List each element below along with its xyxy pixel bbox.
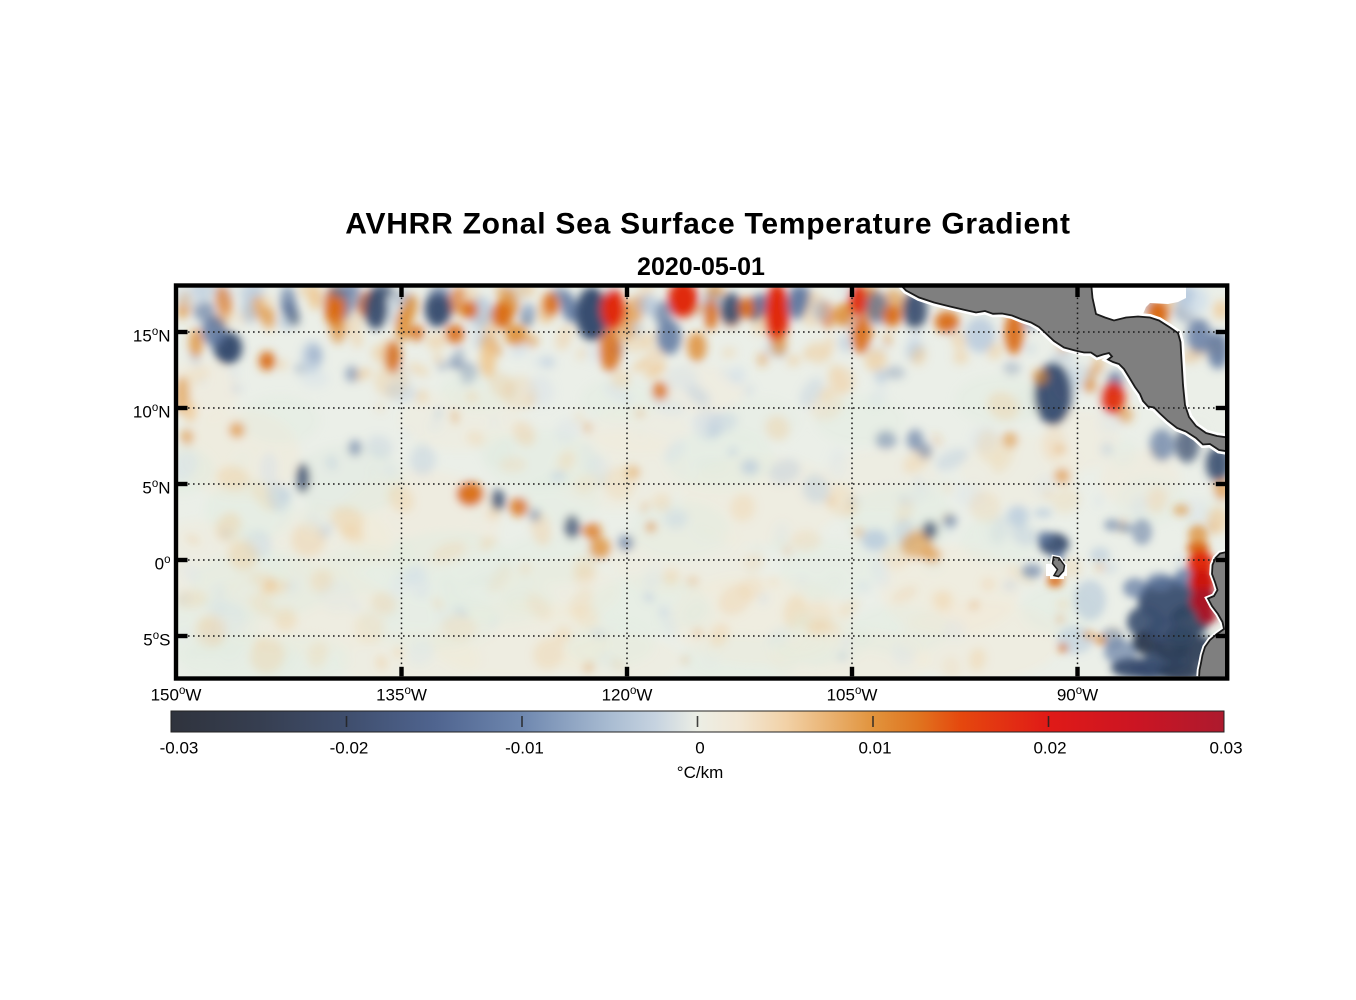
- svg-text:2020-05-01: 2020-05-01: [637, 253, 765, 281]
- svg-text:5oS: 5oS: [143, 630, 170, 650]
- svg-text:135oW: 135oW: [376, 685, 427, 705]
- svg-text:150oW: 150oW: [151, 685, 202, 705]
- svg-text:90oW: 90oW: [1057, 685, 1098, 705]
- svg-text:-0.02: -0.02: [330, 739, 369, 758]
- svg-text:AVHRR Zonal Sea Surface Temper: AVHRR Zonal Sea Surface Temperature Grad…: [345, 208, 1070, 241]
- svg-text:0.02: 0.02: [1033, 739, 1066, 758]
- svg-text:°C/km: °C/km: [677, 763, 723, 782]
- svg-text:120oW: 120oW: [602, 685, 653, 705]
- svg-text:-0.01: -0.01: [505, 739, 544, 758]
- svg-text:0o: 0o: [155, 554, 171, 574]
- svg-text:15oN: 15oN: [133, 326, 171, 346]
- svg-text:5oN: 5oN: [142, 478, 170, 498]
- svg-text:10oN: 10oN: [133, 402, 171, 422]
- svg-text:0.03: 0.03: [1209, 739, 1242, 758]
- svg-text:-0.03: -0.03: [160, 739, 199, 758]
- svg-text:105oW: 105oW: [827, 685, 878, 705]
- svg-text:0.01: 0.01: [858, 739, 891, 758]
- svg-text:0: 0: [695, 739, 704, 758]
